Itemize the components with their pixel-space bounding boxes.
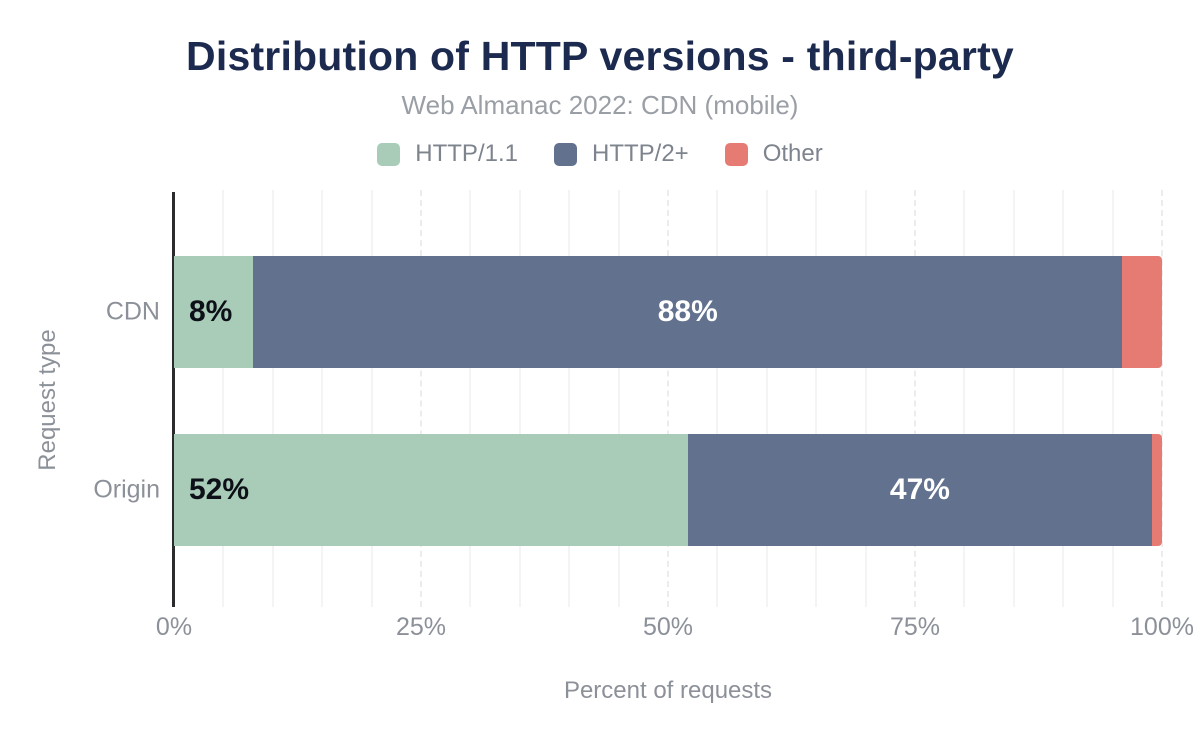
x-axis-title: Percent of requests	[563, 677, 773, 704]
gridline-major	[1161, 190, 1163, 607]
x-tick-label: 0%	[155, 613, 193, 641]
legend-swatch-http11-icon	[377, 142, 401, 166]
gridline-minor	[617, 190, 620, 607]
y-axis-line	[172, 192, 175, 607]
legend-item-http2[interactable]: HTTP/2+	[553, 140, 689, 168]
gridline-minor	[271, 190, 274, 607]
gridline-minor	[370, 190, 373, 607]
legend-label-http2: HTTP/2+	[591, 140, 689, 167]
chart-title: Distribution of HTTP versions - third-pa…	[186, 33, 1014, 79]
bar-segment-origin-http2[interactable]: 47%	[687, 434, 1153, 546]
gridline-major	[420, 190, 422, 607]
gridline-minor	[222, 190, 225, 607]
bar-segment-origin-other[interactable]	[1152, 434, 1162, 546]
x-axis-ticks: 0% 25% 50% 75% 100%	[156, 613, 1194, 645]
legend-item-http11[interactable]: HTTP/1.1	[377, 140, 518, 168]
plot-area: 8% 88% 52% 47%	[172, 190, 1163, 607]
gridline-minor	[469, 190, 472, 607]
bar-value-label: 8%	[189, 295, 233, 328]
legend-label-http11: HTTP/1.1	[415, 140, 518, 167]
x-tick-label: 75%	[889, 613, 941, 641]
bar-segment-cdn-http11[interactable]: 8%	[174, 256, 254, 368]
chart-subtitle: Web Almanac 2022: CDN (mobile)	[401, 90, 799, 120]
category-label-origin: Origin	[93, 475, 160, 504]
gridline-minor	[321, 190, 324, 607]
gridline-minor	[815, 190, 818, 607]
gridline-minor	[765, 190, 768, 607]
gridline-major	[667, 190, 669, 607]
bar-segment-origin-http11[interactable]: 52%	[174, 434, 688, 546]
gridline-minor	[963, 190, 966, 607]
gridline-minor	[864, 190, 867, 607]
gridline-minor	[568, 190, 571, 607]
bar-value-label: 88%	[657, 295, 718, 328]
gridline-minor	[1012, 190, 1015, 607]
gridline-minor	[716, 190, 719, 607]
gridline-minor	[1111, 190, 1114, 607]
bar-origin: 52% 47%	[174, 434, 1162, 546]
legend: HTTP/1.1 HTTP/2+ Other	[0, 140, 1200, 168]
legend-swatch-http2-icon	[553, 142, 577, 166]
bar-value-label: 52%	[189, 473, 250, 506]
bar-cdn: 8% 88%	[174, 256, 1162, 368]
legend-swatch-other-icon	[724, 142, 748, 166]
x-tick-label: 100%	[1130, 613, 1194, 641]
x-tick-label: 50%	[642, 613, 694, 641]
bar-segment-cdn-http2[interactable]: 88%	[253, 256, 1123, 368]
bar-segment-cdn-other[interactable]	[1122, 256, 1162, 368]
gridline-minor	[518, 190, 521, 607]
bar-value-label: 47%	[889, 473, 950, 506]
y-axis-title: Request type	[34, 329, 61, 471]
category-label-cdn: CDN	[105, 297, 160, 326]
legend-label-other: Other	[762, 140, 823, 167]
gridline-minor	[1062, 190, 1065, 607]
x-tick-label: 25%	[395, 613, 447, 641]
gridline-major	[914, 190, 916, 607]
legend-item-other[interactable]: Other	[724, 140, 823, 168]
